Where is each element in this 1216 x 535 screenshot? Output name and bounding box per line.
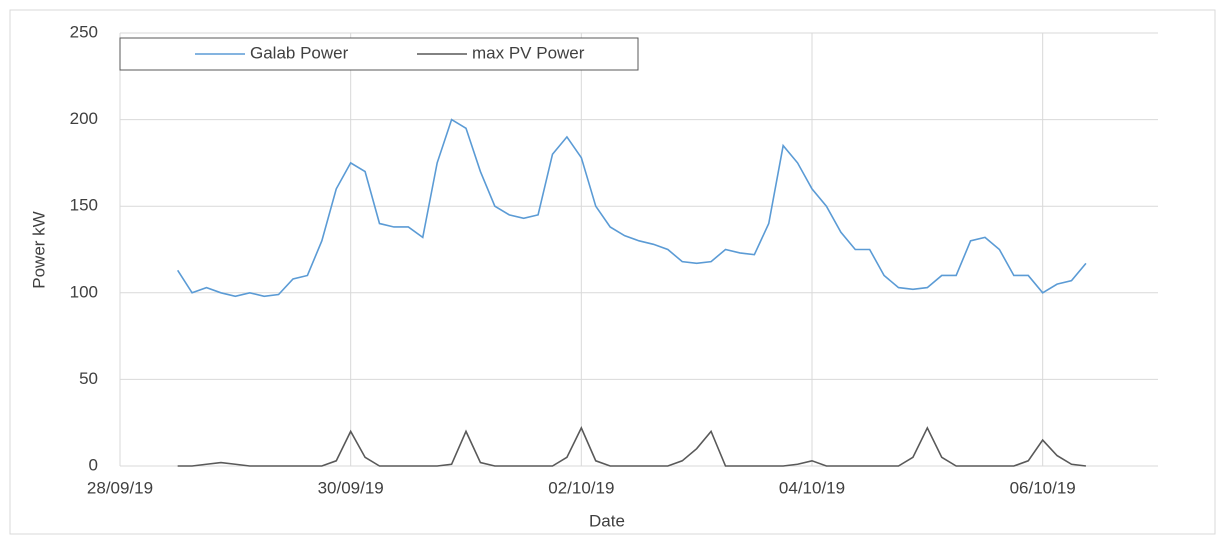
y-tick-label: 50	[79, 369, 98, 388]
chart-border	[9, 9, 1216, 535]
x-tick-label: 30/09/19	[318, 478, 384, 497]
data-line	[177, 425, 1087, 467]
x-tick-label: 28/09/19	[87, 478, 153, 497]
x-tick-label: 04/10/19	[779, 478, 845, 497]
y-tick-label: 150	[70, 196, 98, 215]
x-tick-label: 02/10/19	[548, 478, 614, 497]
y-tick-label: 100	[70, 282, 98, 301]
y-tick-label: 200	[70, 109, 98, 128]
y-tick-label: 0	[89, 455, 98, 474]
x-tick-label: 06/10/19	[1010, 478, 1076, 497]
legend-label: Galab Power	[250, 43, 349, 62]
y-tick-label: 250	[70, 22, 98, 41]
data-line	[176, 118, 1087, 298]
legend-label: max PV Power	[472, 43, 585, 62]
y-axis-title: Power kW	[29, 211, 48, 288]
x-axis-title: Date	[589, 511, 625, 530]
